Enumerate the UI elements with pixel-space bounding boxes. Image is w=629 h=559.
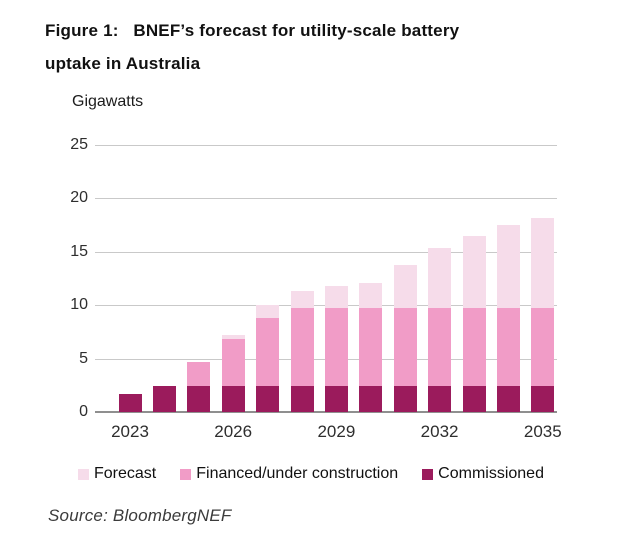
y-tick-label-10: 10 bbox=[70, 296, 88, 314]
bar-2035-financed bbox=[531, 308, 555, 387]
bar-2032-financed bbox=[428, 308, 452, 387]
bar-2027-financed bbox=[256, 318, 280, 387]
x-tick-label-2029: 2029 bbox=[317, 422, 356, 441]
bar-2023-commissioned bbox=[118, 393, 142, 412]
bar-2034-financed bbox=[496, 308, 520, 387]
gridline-25 bbox=[95, 145, 557, 146]
y-tick-label-25: 25 bbox=[70, 136, 88, 153]
chart-legend: Forecast Financed/under construction Commi… bbox=[78, 465, 544, 483]
legend-swatch-commissioned bbox=[422, 468, 434, 480]
y-tick-label-0: 0 bbox=[79, 403, 88, 420]
gridline-20 bbox=[95, 198, 557, 200]
bar-2026-financed bbox=[221, 339, 245, 387]
y-tick-label-15: 15 bbox=[70, 242, 88, 260]
bar-2033-financed bbox=[462, 308, 486, 387]
bar-2032-forecast bbox=[428, 247, 452, 309]
y-axis-unit-label: Gigawatts bbox=[72, 93, 144, 110]
bar-2026-commissioned bbox=[221, 386, 245, 412]
bar-2028-financed bbox=[290, 308, 314, 387]
legend-item-forecast: Forecast bbox=[78, 465, 156, 483]
bar-2034-commissioned bbox=[496, 386, 520, 412]
bar-2035-commissioned bbox=[531, 386, 555, 412]
x-axis-line bbox=[95, 411, 557, 413]
bar-2027-forecast bbox=[256, 305, 280, 319]
bar-2025-commissioned bbox=[187, 386, 211, 412]
bar-2032-commissioned bbox=[428, 386, 452, 412]
x-axis-tick-labels: 2023 2026 2029 2032 2035 bbox=[95, 422, 562, 446]
bar-2025-financed bbox=[187, 361, 211, 387]
x-tick-label-2023: 2023 bbox=[111, 422, 149, 441]
bar-2030-forecast bbox=[359, 282, 383, 309]
bar-2031-commissioned bbox=[393, 386, 417, 412]
bar-2035-forecast bbox=[531, 217, 555, 309]
bar-2029-financed bbox=[324, 308, 348, 387]
bar-2024-commissioned bbox=[152, 386, 176, 412]
bar-2029-forecast bbox=[324, 285, 348, 309]
bar-2027-commissioned bbox=[256, 386, 280, 412]
bar-2033-commissioned bbox=[462, 386, 486, 412]
bar-2030-commissioned bbox=[359, 386, 383, 412]
bar-2026-forecast bbox=[221, 335, 245, 340]
source-text: Source: BloombergNEF bbox=[48, 506, 232, 525]
bar-2033-forecast bbox=[462, 235, 486, 309]
legend-label-financed: Financed/under construction bbox=[196, 465, 399, 482]
legend-swatch-forecast bbox=[78, 468, 89, 480]
y-tick-label-20: 20 bbox=[70, 189, 88, 207]
x-tick-label-2035: 2035 bbox=[523, 422, 562, 441]
gridline-15 bbox=[95, 251, 557, 253]
legend-swatch-financed bbox=[180, 468, 192, 480]
bar-2028-commissioned bbox=[290, 386, 314, 412]
y-axis-tick-labels: 0 5 10 15 20 25 bbox=[40, 136, 88, 420]
bar-2029-commissioned bbox=[324, 386, 348, 412]
legend-label-commissioned: Commissioned bbox=[438, 465, 544, 482]
chart-plot-area bbox=[95, 145, 557, 413]
legend-label-forecast: Forecast bbox=[94, 465, 157, 482]
bar-2028-forecast bbox=[290, 291, 314, 309]
bar-2031-forecast bbox=[393, 264, 417, 309]
figure-title: Figure 1: BNEF’s forecast for utility-sc… bbox=[45, 21, 460, 73]
x-tick-label-2026: 2026 bbox=[214, 422, 253, 441]
bar-2030-financed bbox=[359, 308, 383, 387]
x-tick-label-2032: 2032 bbox=[420, 422, 459, 441]
bar-2034-forecast bbox=[496, 225, 520, 309]
y-tick-label-5: 5 bbox=[79, 349, 88, 367]
legend-item-commissioned: Commissioned bbox=[422, 465, 544, 483]
bar-2031-financed bbox=[393, 308, 417, 387]
legend-item-financed: Financed/under construction bbox=[180, 465, 398, 483]
